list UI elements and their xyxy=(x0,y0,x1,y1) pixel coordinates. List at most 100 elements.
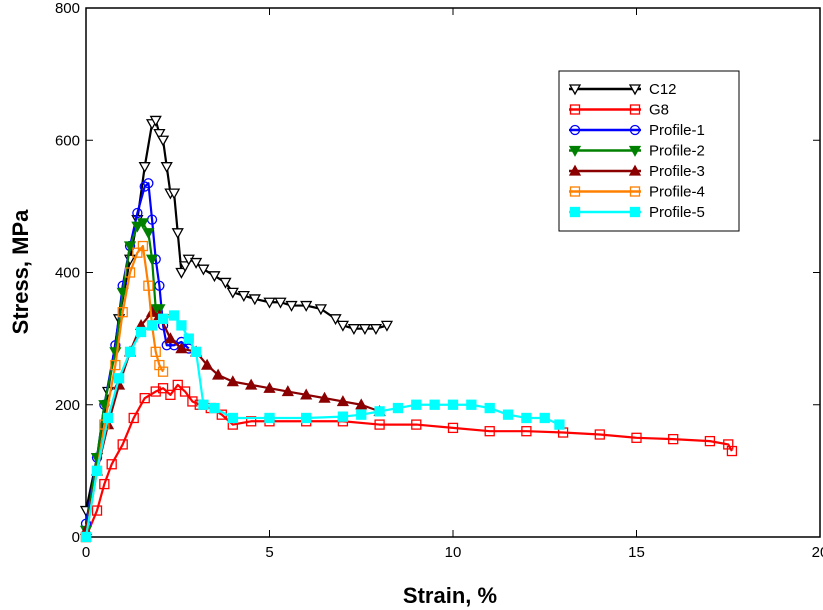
data-point xyxy=(300,388,313,400)
data-point xyxy=(91,505,103,516)
y-tick-label: 400 xyxy=(55,265,80,282)
data-point xyxy=(178,261,192,273)
data-point xyxy=(329,314,342,326)
data-point xyxy=(212,368,225,380)
data-point xyxy=(189,257,203,269)
y-tick-label: 200 xyxy=(55,397,80,414)
data-point xyxy=(124,267,136,278)
data-point xyxy=(154,359,165,371)
data-point xyxy=(484,426,495,437)
data-point xyxy=(411,419,422,430)
data-point xyxy=(392,402,404,414)
data-point xyxy=(198,399,209,410)
data-point xyxy=(172,379,183,391)
legend-marker xyxy=(569,104,581,115)
data-point xyxy=(102,412,114,424)
data-point xyxy=(106,459,117,470)
data-point xyxy=(179,386,191,397)
data-point xyxy=(164,332,177,344)
legend-marker xyxy=(569,186,581,197)
legend-marker xyxy=(569,206,581,218)
data-point xyxy=(521,412,532,424)
data-point xyxy=(429,399,440,410)
data-point xyxy=(156,135,170,147)
data-point xyxy=(301,412,312,424)
x-tick-label: 20 xyxy=(812,544,823,561)
series-g8 xyxy=(80,379,738,543)
data-point xyxy=(91,465,103,477)
data-point xyxy=(726,445,738,457)
legend: C12 G8 Profile-1 Profile-2 Profile-3 Profile-… xyxy=(558,70,740,232)
series-line xyxy=(84,383,733,538)
legend-item: Profile-4 xyxy=(569,184,705,201)
data-point xyxy=(226,375,239,387)
legend-item: Profile-5 xyxy=(569,204,705,221)
data-point xyxy=(539,412,550,424)
data-point xyxy=(132,207,143,219)
legend-label: C12 xyxy=(649,81,677,98)
legend-item: G8 xyxy=(569,102,669,119)
legend-marker xyxy=(628,145,642,157)
data-point xyxy=(128,412,139,424)
data-point xyxy=(157,383,169,394)
data-point xyxy=(175,267,188,279)
legend-item: Profile-2 xyxy=(568,143,705,160)
data-point xyxy=(208,271,221,283)
x-tick-label: 5 xyxy=(265,544,273,561)
series-line xyxy=(84,244,165,538)
legend-label: Profile-1 xyxy=(649,122,705,139)
data-point xyxy=(219,277,232,289)
data-point xyxy=(138,162,151,174)
data-point xyxy=(187,396,198,407)
data-point xyxy=(274,297,287,309)
data-point xyxy=(157,313,169,324)
legend-marker xyxy=(568,164,582,176)
legend-label: Profile-3 xyxy=(649,163,705,180)
data-point xyxy=(723,439,734,450)
legend-marker xyxy=(628,164,642,176)
data-point xyxy=(356,409,367,420)
data-point xyxy=(281,385,294,397)
legend-item: C12 xyxy=(568,81,677,98)
data-point xyxy=(336,395,350,407)
data-point xyxy=(521,426,532,437)
data-point xyxy=(226,287,239,299)
series-profile-5 xyxy=(80,310,565,543)
legend-label: Profile-4 xyxy=(649,184,705,201)
data-point xyxy=(176,320,187,331)
legend-label: G8 xyxy=(649,102,669,119)
data-point xyxy=(336,320,350,332)
data-point xyxy=(142,228,155,240)
data-point xyxy=(411,399,422,410)
data-point xyxy=(145,254,159,266)
data-point xyxy=(347,324,361,336)
data-point xyxy=(374,406,385,417)
data-point xyxy=(668,433,679,445)
data-point xyxy=(139,392,150,404)
data-point xyxy=(264,412,275,424)
data-point xyxy=(447,422,459,434)
data-point xyxy=(136,218,149,230)
data-point xyxy=(201,358,214,370)
x-axis-title: Strain, % xyxy=(403,583,497,608)
legend-item: Profile-1 xyxy=(569,122,705,139)
data-point xyxy=(197,264,210,276)
legend-marker xyxy=(629,206,641,218)
y-tick-label: 0 xyxy=(72,529,80,546)
data-point xyxy=(99,478,110,490)
data-point xyxy=(123,241,137,253)
data-point xyxy=(594,429,605,440)
data-point xyxy=(117,307,128,318)
data-point xyxy=(380,320,394,332)
data-point xyxy=(190,346,202,358)
series-profile-2 xyxy=(79,218,170,537)
data-point xyxy=(245,416,257,427)
legend-marker xyxy=(568,84,582,96)
data-point xyxy=(135,326,147,338)
data-point xyxy=(484,402,495,414)
data-point xyxy=(117,439,128,450)
data-point xyxy=(150,346,161,358)
data-point xyxy=(704,435,716,447)
